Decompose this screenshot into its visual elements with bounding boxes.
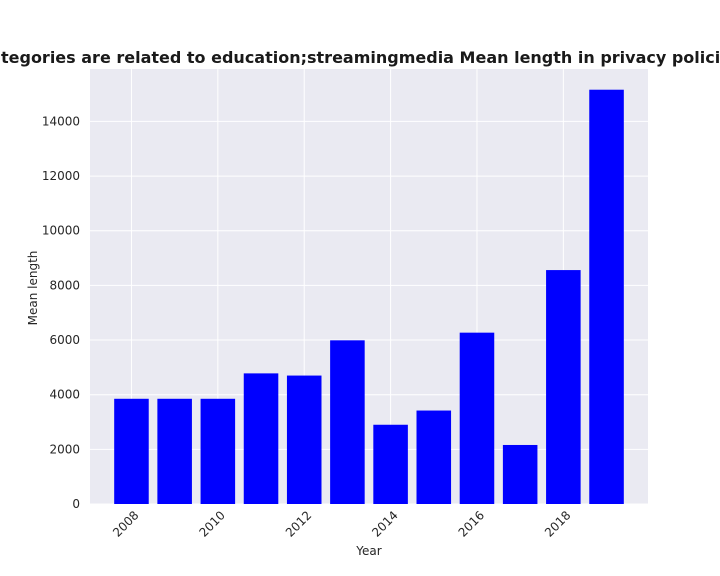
y-tick-label: 14000 <box>42 114 80 128</box>
x-tick-label: 2014 <box>369 508 400 539</box>
y-tick-label: 12000 <box>42 169 80 183</box>
y-axis-label: Mean length <box>26 251 40 326</box>
x-axis-ticks: 2008 2010 2012 2014 2016 2018 <box>110 508 573 539</box>
y-tick-label: 6000 <box>49 333 80 347</box>
bar-2008 <box>114 398 149 504</box>
bar-2016 <box>459 332 495 504</box>
x-tick-label: 2010 <box>196 508 227 539</box>
x-tick-label: 2012 <box>283 508 314 539</box>
x-axis-label: Year <box>355 544 381 558</box>
y-tick-label: 2000 <box>49 442 80 456</box>
bar-2011 <box>243 373 279 504</box>
chart-title: when categories are related to education… <box>0 48 720 67</box>
bar-2013 <box>330 340 365 504</box>
bar-2019 <box>589 89 624 504</box>
bar-2014 <box>373 424 408 504</box>
bar-2017 <box>502 444 538 504</box>
y-tick-label: 10000 <box>42 224 80 238</box>
x-tick-label: 2016 <box>456 508 487 539</box>
y-axis-ticks: 0 2000 4000 6000 8000 10000 12000 14000 <box>42 114 80 511</box>
y-tick-label: 8000 <box>49 278 80 292</box>
y-tick-label: 0 <box>72 497 80 511</box>
bars <box>114 89 624 504</box>
bar-2015 <box>416 410 452 504</box>
bar-2009 <box>157 398 192 504</box>
x-tick-label: 2008 <box>110 508 141 539</box>
y-tick-label: 4000 <box>49 388 80 402</box>
bar-2012 <box>286 375 322 504</box>
x-tick-label: 2018 <box>542 508 573 539</box>
bar-2010 <box>200 398 236 504</box>
bar-2018 <box>546 270 581 504</box>
